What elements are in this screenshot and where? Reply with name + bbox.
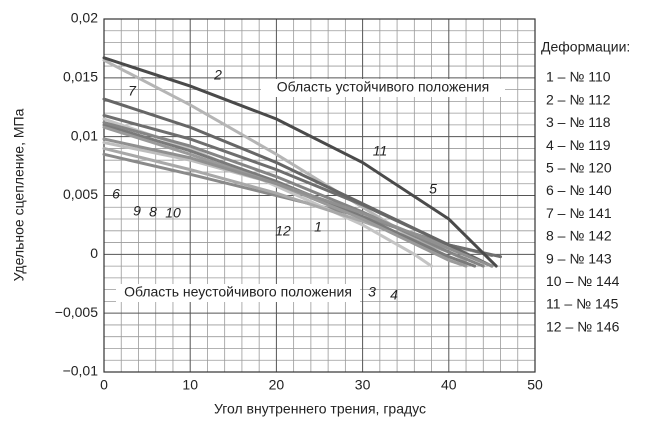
y-tick-label: 0,01 <box>71 127 98 143</box>
y-tick-label: −0,005 <box>55 304 98 320</box>
x-tick-label: 20 <box>269 377 285 393</box>
y-tick-label: −0,01 <box>63 363 99 379</box>
series-line <box>102 125 468 268</box>
series-tag: 11 <box>373 143 388 159</box>
plot-frame <box>103 18 536 373</box>
series-tag: 4 <box>390 287 398 303</box>
legend-entry: 5 – № 120 <box>546 160 612 176</box>
legend-entry: 10 – № 144 <box>546 273 620 289</box>
annotation-bg <box>261 79 505 97</box>
series-tag: 9 <box>133 203 141 219</box>
x-tick-label: 50 <box>527 377 543 393</box>
y-tick-label: 0 <box>90 245 98 261</box>
series-line <box>102 152 494 258</box>
y-tick-label: 0,015 <box>63 69 98 85</box>
legend-entry: 2 – № 112 <box>546 91 611 107</box>
annotation: Область неустойчивого положения <box>124 284 352 300</box>
series-line <box>102 56 498 268</box>
series-line <box>102 97 494 268</box>
series-tag: 8 <box>149 204 157 220</box>
x-axis-label: Угол внутреннего трения, градус <box>214 401 426 417</box>
y-tick-label: 0,02 <box>71 10 98 26</box>
y-axis-label: Удельное сцепление, МПа <box>11 108 27 281</box>
annotation-bg <box>116 284 360 302</box>
y-tick-label: 0,005 <box>63 186 98 202</box>
series-tag: 12 <box>275 223 291 239</box>
x-tick-label: 40 <box>441 377 457 393</box>
x-tick-label: 10 <box>182 377 198 393</box>
legend-entry: 12 – № 146 <box>546 318 620 334</box>
series-tag: 10 <box>165 205 181 221</box>
legend-entry: 3 – № 118 <box>546 114 611 130</box>
series-tag: 1 <box>314 219 322 235</box>
annotation: Область устойчивого положения <box>277 79 490 95</box>
series-line <box>102 121 485 268</box>
x-tick-label: 30 <box>355 377 371 393</box>
series-tag: 5 <box>429 181 437 197</box>
legend-title: Деформации: <box>541 39 630 55</box>
legend-entry: 9 – № 143 <box>546 250 612 266</box>
series-tag: 2 <box>213 67 222 83</box>
series-line <box>102 137 494 268</box>
legend-entry: 8 – № 142 <box>546 228 612 244</box>
legend-entry: 6 – № 140 <box>546 182 612 198</box>
legend-entry: 7 – № 141 <box>546 205 612 221</box>
series-tag: 3 <box>368 284 376 300</box>
legend-entry: 1 – № 110 <box>546 69 611 85</box>
legend-entry: 11 – № 145 <box>546 296 619 312</box>
legend-entry: 4 – № 119 <box>546 137 611 153</box>
series-tag: 6 <box>112 186 120 202</box>
series-tag: 7 <box>128 83 137 99</box>
series-line <box>102 113 503 259</box>
x-tick-label: 0 <box>100 377 108 393</box>
